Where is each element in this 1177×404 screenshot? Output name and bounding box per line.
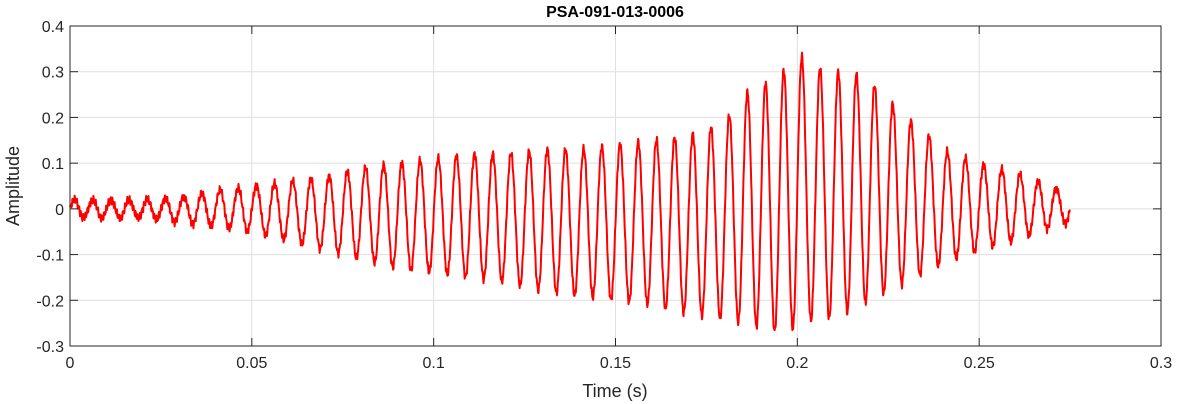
y-tick-label: 0.4 [42,19,64,36]
x-tick-label: 0.2 [786,355,808,372]
x-tick-label: 0.15 [600,355,631,372]
x-tick-label: 0.05 [236,355,267,372]
chart-title: PSA-091-013-0006 [546,4,684,21]
y-tick-label: -0.1 [36,248,64,265]
y-tick-label: -0.2 [36,293,64,310]
y-tick-label: 0.3 [42,65,64,82]
y-ticks [70,25,1161,347]
x-tick-label: 0.1 [423,355,445,372]
x-tick-label: 0 [66,355,75,372]
y-tick-label: 0.2 [42,110,64,127]
x-ticks [69,26,1162,346]
series-line-signal [69,51,1071,332]
x-tick-labels: 0 0.05 0.1 0.15 0.2 0.25 0.3 [66,355,1173,372]
x-axis-label: Time (s) [582,381,647,401]
y-tick-label: 0 [55,202,64,219]
y-tick-label: -0.3 [36,339,64,356]
x-tick-label: 0.3 [1150,355,1172,372]
y-tick-labels: -0.3 -0.2 -0.1 0 0.1 0.2 0.3 0.4 [36,19,64,356]
x-tick-label: 0.25 [964,355,995,372]
y-axis-label: Amplitude [3,146,23,226]
y-tick-label: 0.1 [42,156,64,173]
